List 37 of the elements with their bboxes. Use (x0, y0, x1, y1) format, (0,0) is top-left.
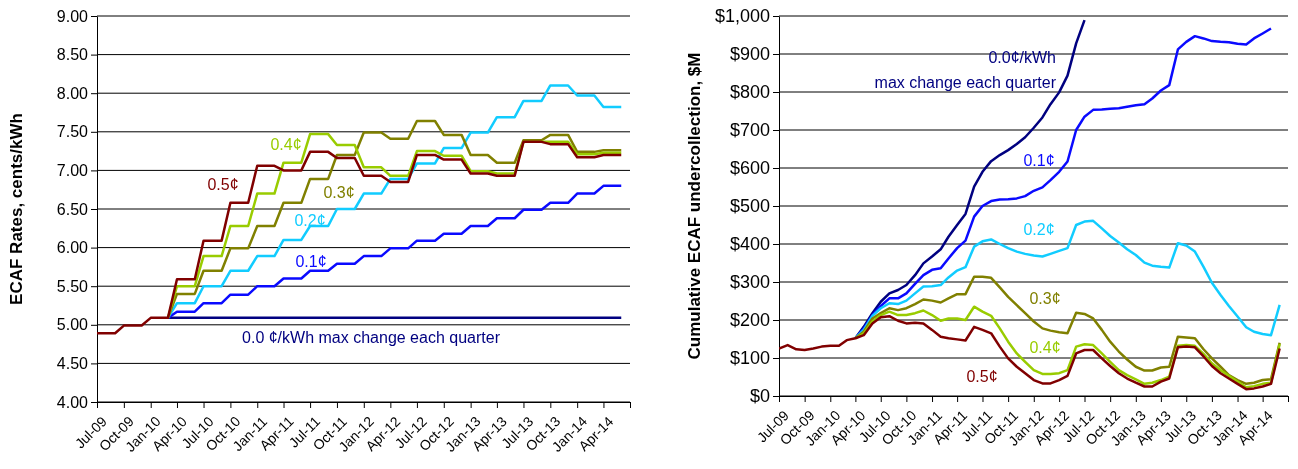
series-label: 0.5¢ (207, 176, 239, 193)
y-tick-label: $100 (729, 348, 770, 369)
line-series (779, 314, 1281, 391)
y-tick-label: 6.50 (56, 200, 89, 218)
series-label: 0.4¢ (1029, 339, 1061, 356)
y-tick-label: 4.50 (56, 355, 89, 373)
y-tick-label: $900 (729, 44, 770, 65)
series-label: 0.1¢ (1023, 152, 1055, 169)
y-axis-title: Cumulative ECAF undercollection, $M (685, 52, 704, 360)
y-tick-label: $400 (729, 234, 770, 255)
y-tick-label: 6.00 (56, 239, 89, 257)
y-tick-label: $1,000 (714, 6, 770, 27)
y-tick-label: 5.50 (56, 277, 89, 295)
y-tick-label: 7.00 (56, 162, 89, 180)
y-tick-label: $700 (729, 120, 770, 141)
series-label: 0.5¢ (966, 368, 998, 385)
y-tick-label: 8.50 (56, 46, 89, 64)
y-axis-title: ECAF Rates, cents/kWh (7, 113, 26, 305)
series-label: 0.2¢ (1023, 221, 1055, 238)
y-tick-label: 5.00 (56, 316, 89, 334)
y-tick-label: $500 (729, 196, 770, 217)
series-label: 0.1¢ (295, 253, 327, 270)
y-tick-label: 4.00 (56, 393, 89, 411)
y-tick-label: 7.50 (56, 123, 89, 141)
line-series (854, 219, 1281, 340)
y-tick-label: 8.00 (56, 84, 89, 102)
series-label: 0.0¢/kWh max change each quarter (874, 49, 1057, 91)
y-tick-label: $0 (749, 386, 770, 407)
y-tick-label: $600 (729, 158, 770, 179)
y-tick-label: $300 (729, 272, 770, 293)
y-tick-label: $200 (729, 310, 770, 331)
y-tick-label: $800 (729, 82, 770, 103)
series-label: 0.4¢ (270, 136, 302, 153)
series-label: 0.0 ¢/kWh max change each quarter (242, 329, 501, 346)
y-tick-label: 9.00 (56, 7, 89, 25)
series-label: 0.3¢ (1029, 290, 1061, 307)
series-label: 0.3¢ (323, 184, 355, 201)
